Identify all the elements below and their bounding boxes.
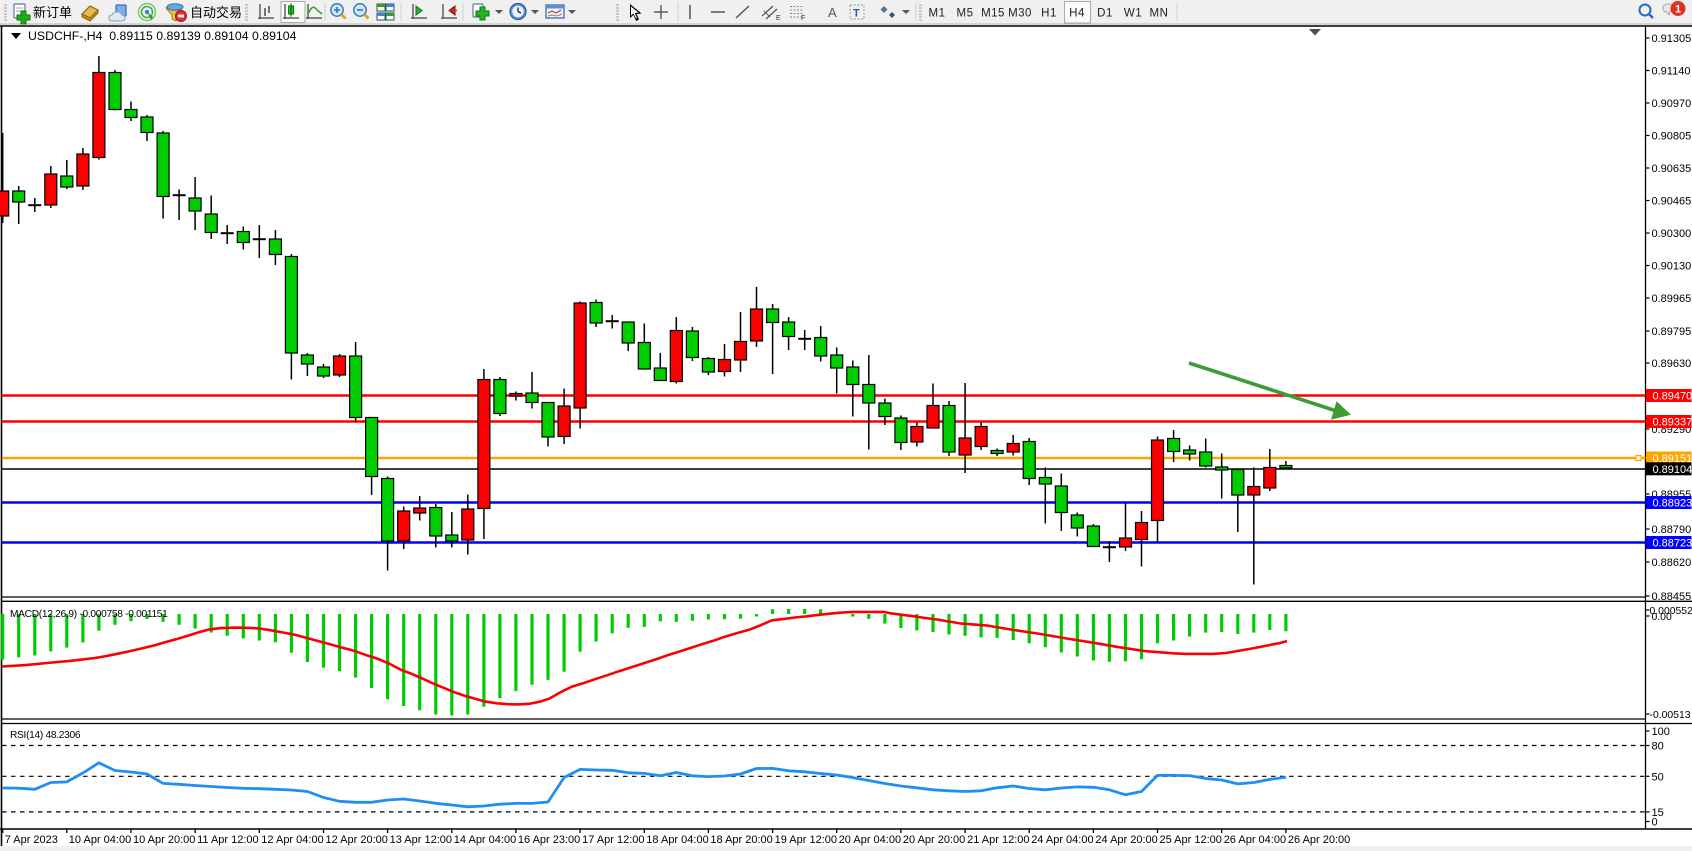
svg-text:0: 0 <box>1652 817 1658 829</box>
svg-text:20 Apr 04:00: 20 Apr 04:00 <box>839 834 901 846</box>
svg-text:RSI(14) 48.2306: RSI(14) 48.2306 <box>10 730 81 741</box>
svg-text:17 Apr 12:00: 17 Apr 12:00 <box>582 834 644 846</box>
svg-text:A: A <box>828 5 837 20</box>
svg-text:M15: M15 <box>981 8 1005 20</box>
svg-text:80: 80 <box>1652 741 1664 753</box>
svg-text:M30: M30 <box>1008 8 1032 20</box>
svg-text:自动交易: 自动交易 <box>190 5 242 20</box>
svg-text:0.90130: 0.90130 <box>1652 261 1692 273</box>
svg-text:12 Apr 04:00: 12 Apr 04:00 <box>261 834 323 846</box>
svg-text:18 Apr 20:00: 18 Apr 20:00 <box>710 834 772 846</box>
svg-text:100: 100 <box>1652 726 1670 738</box>
svg-text:21 Apr 12:00: 21 Apr 12:00 <box>967 834 1029 846</box>
svg-text:7 Apr 2023: 7 Apr 2023 <box>5 834 58 846</box>
svg-text:0.89965: 0.89965 <box>1652 293 1692 305</box>
svg-text:26 Apr 20:00: 26 Apr 20:00 <box>1288 834 1350 846</box>
svg-text:0.89104: 0.89104 <box>1653 464 1692 476</box>
svg-text:0.89337: 0.89337 <box>1653 417 1692 429</box>
svg-text:0.00: 0.00 <box>1652 612 1672 623</box>
svg-text:0.89470: 0.89470 <box>1653 391 1692 403</box>
svg-text:50: 50 <box>1652 771 1664 783</box>
svg-text:H1: H1 <box>1041 8 1057 20</box>
svg-text:1: 1 <box>1675 4 1681 16</box>
svg-text:0.91140: 0.91140 <box>1652 66 1691 78</box>
svg-text:0.90805: 0.90805 <box>1652 131 1692 143</box>
svg-text:24 Apr 20:00: 24 Apr 20:00 <box>1095 834 1157 846</box>
svg-text:24 Apr 04:00: 24 Apr 04:00 <box>1031 834 1093 846</box>
svg-text:0.90300: 0.90300 <box>1652 228 1692 240</box>
svg-text:0.88723: 0.88723 <box>1653 538 1692 550</box>
svg-text:0.91305: 0.91305 <box>1652 33 1692 45</box>
svg-text:0.90970: 0.90970 <box>1652 98 1692 110</box>
svg-text:25 Apr 12:00: 25 Apr 12:00 <box>1160 834 1222 846</box>
svg-text:0.88790: 0.88790 <box>1652 524 1692 536</box>
svg-text:M1: M1 <box>929 8 946 20</box>
svg-text:0.000552: 0.000552 <box>1650 606 1692 617</box>
svg-text:12 Apr 20:00: 12 Apr 20:00 <box>326 834 388 846</box>
svg-text:19 Apr 12:00: 19 Apr 12:00 <box>775 834 837 846</box>
svg-text:0.88923: 0.88923 <box>1653 498 1692 510</box>
svg-text:-0.00513: -0.00513 <box>1650 710 1691 721</box>
svg-text:M5: M5 <box>957 8 974 20</box>
svg-text:26 Apr 04:00: 26 Apr 04:00 <box>1224 834 1286 846</box>
svg-text:MACD(12,26,9) -0.000758 -0.001: MACD(12,26,9) -0.000758 -0.001151 <box>10 609 168 620</box>
svg-text:10 Apr 20:00: 10 Apr 20:00 <box>133 834 195 846</box>
svg-text:0.89151: 0.89151 <box>1653 453 1692 465</box>
svg-text:0.88455: 0.88455 <box>1652 591 1692 603</box>
svg-text:14 Apr 04:00: 14 Apr 04:00 <box>454 834 516 846</box>
svg-text:E: E <box>776 15 781 22</box>
svg-text:10 Apr 04:00: 10 Apr 04:00 <box>69 834 131 846</box>
svg-text:D1: D1 <box>1097 8 1113 20</box>
svg-text:W1: W1 <box>1124 8 1142 20</box>
svg-text:0.89795: 0.89795 <box>1652 326 1692 338</box>
svg-text:16 Apr 23:00: 16 Apr 23:00 <box>518 834 580 846</box>
svg-text:20 Apr 20:00: 20 Apr 20:00 <box>903 834 965 846</box>
svg-text:新订单: 新订单 <box>33 5 72 20</box>
svg-text:15: 15 <box>1652 807 1664 819</box>
svg-text:13 Apr 12:00: 13 Apr 12:00 <box>390 834 452 846</box>
svg-text:MN: MN <box>1150 8 1169 20</box>
svg-text:T: T <box>853 8 860 20</box>
svg-text:F: F <box>801 15 805 22</box>
svg-text:0.90465: 0.90465 <box>1652 196 1692 208</box>
svg-text:USDCHF-,H4 0.89115 0.89139 0.: USDCHF-,H4 0.89115 0.89139 0.89104 0.891… <box>28 29 297 43</box>
svg-text:H4: H4 <box>1069 8 1085 20</box>
svg-text:0.89630: 0.89630 <box>1652 358 1692 370</box>
svg-text:0.90635: 0.90635 <box>1652 163 1692 175</box>
svg-text:0.88620: 0.88620 <box>1652 557 1692 569</box>
svg-text:11 Apr 12:00: 11 Apr 12:00 <box>197 834 259 846</box>
svg-text:18 Apr 04:00: 18 Apr 04:00 <box>646 834 708 846</box>
